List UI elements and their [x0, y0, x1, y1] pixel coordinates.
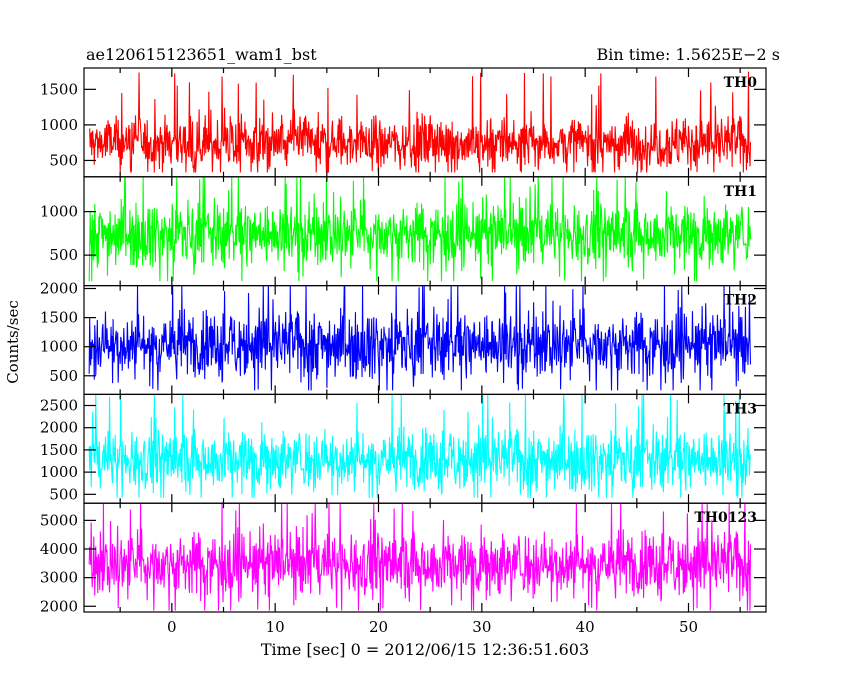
chart-title-left: ae120615123651_wam1_bst	[86, 45, 317, 64]
y-tick-label: 500	[49, 485, 78, 503]
x-ticks-group: 0 10 20 30 40 50	[167, 618, 698, 636]
y-tick-label: 500	[49, 151, 78, 169]
y-tick-label: 1000	[40, 203, 78, 221]
y-tick-label: 4000	[40, 540, 78, 558]
series-line-th0	[89, 71, 752, 173]
y-tick-label: 1000	[40, 338, 78, 356]
x-tick-label: 10	[266, 618, 285, 636]
y-tick-label: 2500	[40, 397, 78, 415]
panel-th0: 500 1000 1500 TH0	[40, 67, 767, 178]
y-axis-label: Counts/sec	[4, 300, 22, 384]
series-line-th1	[88, 176, 752, 282]
y-tick-label: 3000	[40, 569, 78, 587]
panel-label: TH0	[724, 75, 758, 91]
series-line-th0123	[88, 503, 752, 611]
y-tick-label: 1500	[40, 309, 78, 327]
y-tick-label: 2000	[40, 280, 78, 298]
x-tick-label: 40	[576, 618, 595, 636]
panel-th3: 500 1000 1500 2000 2500 TH3	[40, 393, 767, 504]
panel-th1: 500 1000 TH1	[40, 176, 767, 287]
y-tick-label: 2000	[40, 597, 78, 615]
x-axis-label: Time [sec] 0 = 2012/06/15 12:36:51.603	[261, 640, 589, 659]
panel-label: TH1	[724, 184, 757, 200]
x-tick-label: 20	[369, 618, 388, 636]
panel-frame	[83, 502, 767, 613]
x-tick-label: 50	[679, 618, 698, 636]
y-tick-label: 5000	[40, 511, 78, 529]
y-tick-label: 500	[49, 246, 78, 264]
y-tick-label: 1500	[40, 80, 78, 98]
panel-th2: 500 1000 1500 2000 TH2	[40, 280, 767, 396]
series-line-th3	[88, 394, 752, 498]
y-tick-label: 2000	[40, 419, 78, 437]
y-tick-label: 1500	[40, 441, 78, 459]
y-tick-label: 1000	[40, 116, 78, 134]
y-tick-label: 1000	[40, 463, 78, 481]
panel-th0123: 2000 3000 4000 5000 TH0123	[40, 502, 767, 615]
x-tick-label: 0	[167, 618, 177, 636]
chart-title-right: Bin time: 1.5625E−2 s	[597, 45, 780, 64]
panels-group: 500 1000 1500 TH0 500 1000 TH1 500 1000 1500 2000 T…	[40, 67, 767, 615]
panel-label: TH0123	[694, 510, 757, 526]
panel-label: TH2	[724, 293, 757, 309]
panel-label: TH3	[724, 401, 757, 417]
x-tick-label: 30	[472, 618, 491, 636]
y-tick-label: 500	[49, 367, 78, 385]
series-line-th2	[88, 285, 752, 391]
